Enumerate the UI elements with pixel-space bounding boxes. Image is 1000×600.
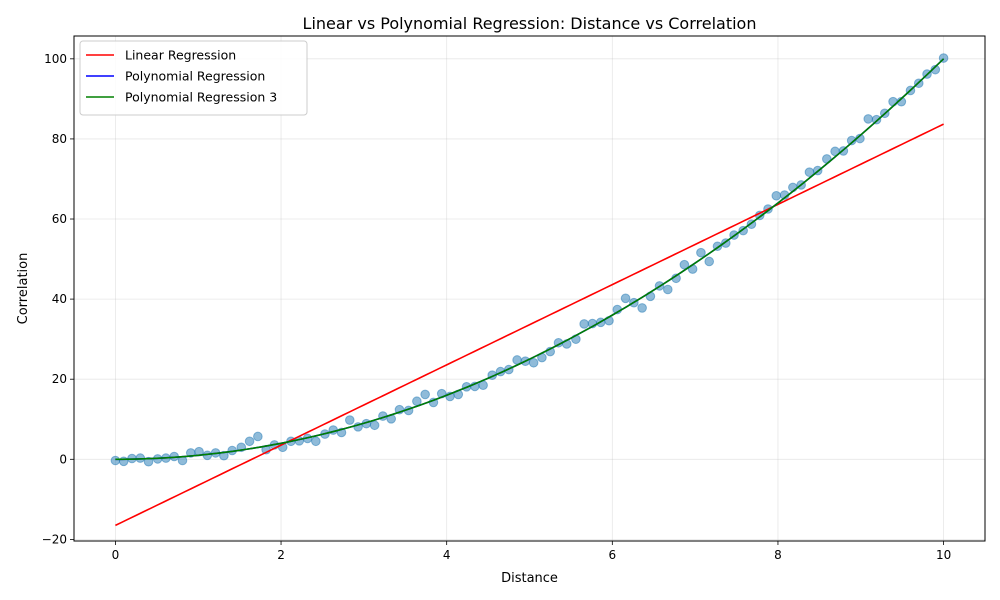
series-line-1 — [115, 123, 944, 527]
scatter-point — [663, 284, 673, 295]
scatter-point — [704, 256, 715, 267]
y-tick-label: 40 — [52, 292, 67, 306]
y-axis-ticks: −20 0 20 40 60 80 100 — [42, 52, 74, 546]
legend-box — [79, 40, 308, 116]
plot-frame — [73, 35, 986, 542]
y-tick-label: 100 — [44, 52, 67, 66]
x-tick-label: 4 — [443, 548, 451, 562]
x-axis-label: Distance — [501, 571, 558, 586]
scatter-point — [863, 114, 874, 124]
legend: Linear Regression Polynomial Regression Po… — [79, 40, 308, 116]
scatter-point — [344, 415, 355, 425]
y-tick-label: 20 — [52, 372, 67, 386]
x-tick-label: 0 — [112, 548, 120, 562]
legend-label: Linear Regression — [125, 48, 236, 63]
scatter-point — [679, 259, 690, 270]
scatter-point — [888, 96, 898, 107]
x-tick-label: 6 — [608, 548, 616, 562]
scatter-point — [311, 436, 321, 447]
regression-lines — [115, 58, 945, 527]
y-tick-label: −20 — [42, 532, 67, 546]
x-tick-label: 10 — [936, 548, 951, 562]
y-tick-label: 80 — [52, 132, 67, 146]
legend-label: Polynomial Regression — [125, 69, 265, 84]
y-tick-label: 60 — [52, 212, 67, 226]
scatter-point — [110, 455, 121, 466]
scatter-point — [219, 450, 229, 461]
scatter-point — [771, 190, 782, 201]
series-line-3 — [115, 58, 945, 461]
scatter-point — [369, 420, 380, 431]
scatter-point — [118, 456, 129, 467]
legend-label: Polynomial Regression 3 — [125, 90, 277, 105]
chart-title: Linear vs Polynomial Regression: Distanc… — [303, 14, 757, 33]
scatter-point — [420, 389, 430, 400]
x-axis-ticks: 0 2 4 6 8 10 — [112, 541, 951, 562]
scatter-point — [528, 357, 539, 368]
y-axis-label: Correlation — [16, 253, 31, 325]
scatter-point — [412, 396, 422, 407]
scatter-point — [244, 436, 255, 447]
scatter-point — [620, 293, 631, 304]
x-tick-label: 8 — [774, 548, 782, 562]
scatter-point — [253, 431, 263, 442]
scatter-point — [637, 303, 647, 313]
x-tick-label: 2 — [277, 548, 285, 562]
scatter-point — [579, 319, 589, 329]
scatter-point — [871, 114, 882, 125]
y-tick-label: 0 — [59, 452, 67, 466]
scatter-point — [696, 247, 706, 258]
scatter-point — [143, 456, 154, 467]
scatter-point — [930, 64, 941, 75]
